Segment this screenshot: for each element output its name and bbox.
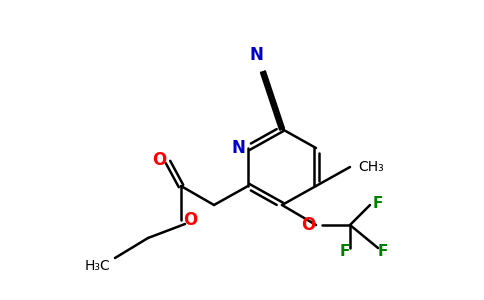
Text: CH₃: CH₃: [358, 160, 384, 174]
Text: F: F: [373, 196, 383, 211]
Text: F: F: [340, 244, 350, 260]
Text: F: F: [378, 244, 388, 260]
Text: N: N: [231, 139, 245, 157]
Text: O: O: [152, 151, 166, 169]
Text: O: O: [301, 216, 315, 234]
Text: H₃C: H₃C: [84, 259, 110, 273]
Text: O: O: [183, 211, 197, 229]
Text: N: N: [249, 46, 263, 64]
